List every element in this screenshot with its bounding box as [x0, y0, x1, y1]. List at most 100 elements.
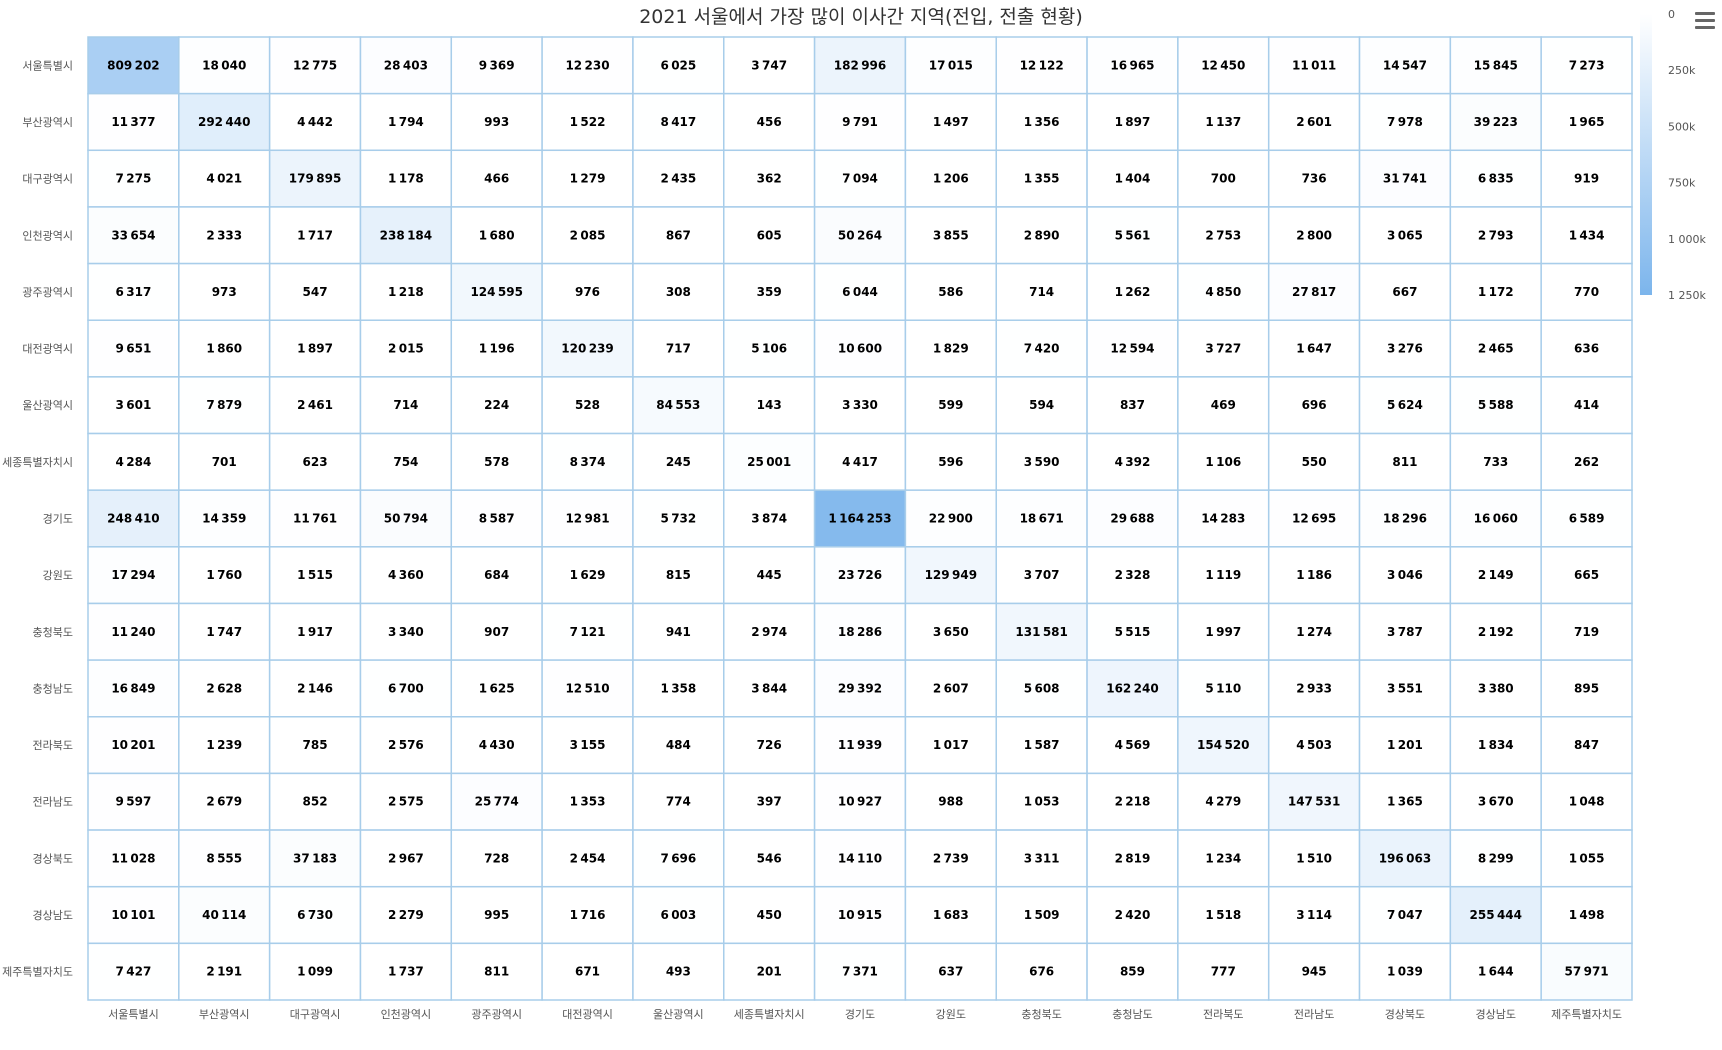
cell-data-label: 1 629 — [570, 568, 606, 582]
heatmap-cell — [904, 942, 997, 1001]
heatmap-cell — [87, 546, 180, 605]
heatmap-cell — [1540, 489, 1633, 548]
cell-data-label: 1 274 — [1296, 625, 1332, 639]
cell-data-label: 2 191 — [206, 965, 242, 979]
y-axis-tick-label: 강원도 — [43, 569, 73, 582]
heatmap-cell — [268, 885, 362, 945]
cell-data-label: 493 — [666, 965, 691, 979]
cell-data-label: 4 850 — [1205, 285, 1241, 299]
cell-data-label: 5 624 — [1387, 398, 1423, 412]
cell-data-label: 726 — [757, 738, 782, 752]
cell-data-label: 1 965 — [1569, 115, 1605, 129]
heatmap-cell — [632, 602, 725, 661]
cell-data-label: 528 — [575, 398, 600, 412]
cell-data-label: 811 — [1392, 455, 1417, 469]
cell-data-label: 9 791 — [842, 115, 878, 129]
cell-data-label: 1 510 — [1296, 851, 1332, 865]
cell-data-label: 547 — [303, 285, 328, 299]
heatmap-cell — [1086, 36, 1179, 95]
heatmap-cell — [541, 432, 634, 491]
x-axis-labels: 서울특별시 부산광역시 대구광역시 인천광역시 광주광역시 대전광역시 울산광역시 세종특별자… — [108, 1007, 1622, 1021]
cell-data-label: 29 688 — [1110, 512, 1154, 526]
cell-data-label: 3 551 — [1387, 681, 1423, 695]
heatmap-cell — [450, 206, 543, 265]
cell-data-label: 988 — [938, 795, 963, 809]
cell-data-label: 10 927 — [838, 795, 882, 809]
menu-bar-icon — [1695, 12, 1715, 15]
cell-data-label: 867 — [666, 228, 691, 242]
heatmap-cell — [723, 489, 816, 548]
cell-data-label: 1 048 — [1569, 795, 1605, 809]
cell-data-label: 1 172 — [1478, 285, 1514, 299]
cell-data-label: 599 — [938, 398, 963, 412]
heatmap-cell — [87, 432, 180, 491]
heatmap-cell — [813, 319, 907, 378]
heatmap-cell — [450, 36, 543, 95]
cell-data-label: 777 — [1211, 965, 1236, 979]
cell-data-label: 12 981 — [565, 512, 609, 526]
x-axis-tick-label: 대전광역시 — [562, 1008, 613, 1021]
heatmap-cell — [995, 36, 1088, 95]
cell-data-label: 124 595 — [470, 285, 523, 299]
cell-data-label: 5 732 — [660, 512, 696, 526]
heatmap-cell — [1177, 602, 1270, 661]
x-axis-tick-label: 경상남도 — [1476, 1008, 1516, 1021]
cell-data-label: 18 286 — [838, 625, 882, 639]
heatmap-cell — [1177, 546, 1270, 605]
cell-data-label: 1 201 — [1387, 738, 1423, 752]
cell-data-label: 238 184 — [380, 228, 433, 242]
cell-data-label: 3 844 — [751, 681, 787, 695]
heatmap-cell — [632, 716, 725, 775]
cell-data-label: 466 — [484, 172, 509, 186]
x-axis-tick-label: 대구광역시 — [290, 1008, 341, 1021]
cell-data-label: 3 311 — [1024, 851, 1060, 865]
x-axis-tick-label: 제주특별자치도 — [1551, 1008, 1622, 1021]
heatmap-cell — [178, 772, 271, 831]
cell-data-label: 1 218 — [388, 285, 424, 299]
cell-data-label: 4 279 — [1205, 795, 1241, 809]
cell-data-label: 1 625 — [479, 681, 515, 695]
cell-data-label: 696 — [1302, 398, 1327, 412]
y-axis-tick-label: 제주특별자치도 — [2, 966, 73, 979]
cell-data-label: 1 356 — [1024, 115, 1060, 129]
cell-data-label: 1 834 — [1478, 738, 1514, 752]
heatmap-cell — [1540, 36, 1633, 95]
cell-data-label: 1 137 — [1205, 115, 1241, 129]
cell-data-label: 8 417 — [660, 115, 696, 129]
cell-data-label: 245 — [666, 455, 691, 469]
cell-data-label: 1 917 — [297, 625, 333, 639]
heatmap-cell — [632, 829, 725, 888]
cell-data-label: 7 879 — [206, 398, 242, 412]
cell-data-label: 945 — [1302, 965, 1327, 979]
cell-data-label: 27 817 — [1292, 285, 1336, 299]
cell-data-label: 1 518 — [1205, 908, 1241, 922]
cell-data-label: 1 119 — [1205, 568, 1241, 582]
heatmap-cell — [178, 206, 271, 265]
cell-data-label: 2 607 — [933, 681, 969, 695]
heatmap-cell — [1267, 546, 1361, 605]
cell-data-label: 7 273 — [1569, 58, 1605, 72]
cell-data-label: 700 — [1211, 172, 1236, 186]
cell-data-label: 728 — [484, 851, 509, 865]
heatmap-cell — [450, 376, 543, 435]
heatmap-cell — [723, 716, 816, 775]
heatmap-cell — [904, 92, 997, 152]
heatmap-cell — [1540, 942, 1633, 1001]
heatmap-cell — [995, 942, 1088, 1001]
chart-menu-button[interactable] — [1695, 12, 1715, 30]
heatmap-cell — [813, 36, 907, 95]
cell-data-label: 23 726 — [838, 568, 882, 582]
heatmap-cell — [541, 36, 634, 95]
cell-data-label: 248 410 — [107, 512, 160, 526]
cell-data-label: 3 707 — [1024, 568, 1060, 582]
cell-data-label: 2 328 — [1115, 568, 1151, 582]
heatmap-cell — [1267, 36, 1361, 95]
cell-data-label: 2 333 — [206, 228, 242, 242]
cell-data-label: 1 262 — [1115, 285, 1151, 299]
heatmap-cell — [632, 149, 725, 208]
heatmap-cell — [1086, 319, 1179, 378]
cell-data-label: 636 — [1574, 342, 1599, 356]
y-axis-tick-label: 울산광역시 — [22, 399, 73, 412]
heatmap-cell — [904, 602, 997, 661]
cell-data-label: 2 576 — [388, 738, 424, 752]
